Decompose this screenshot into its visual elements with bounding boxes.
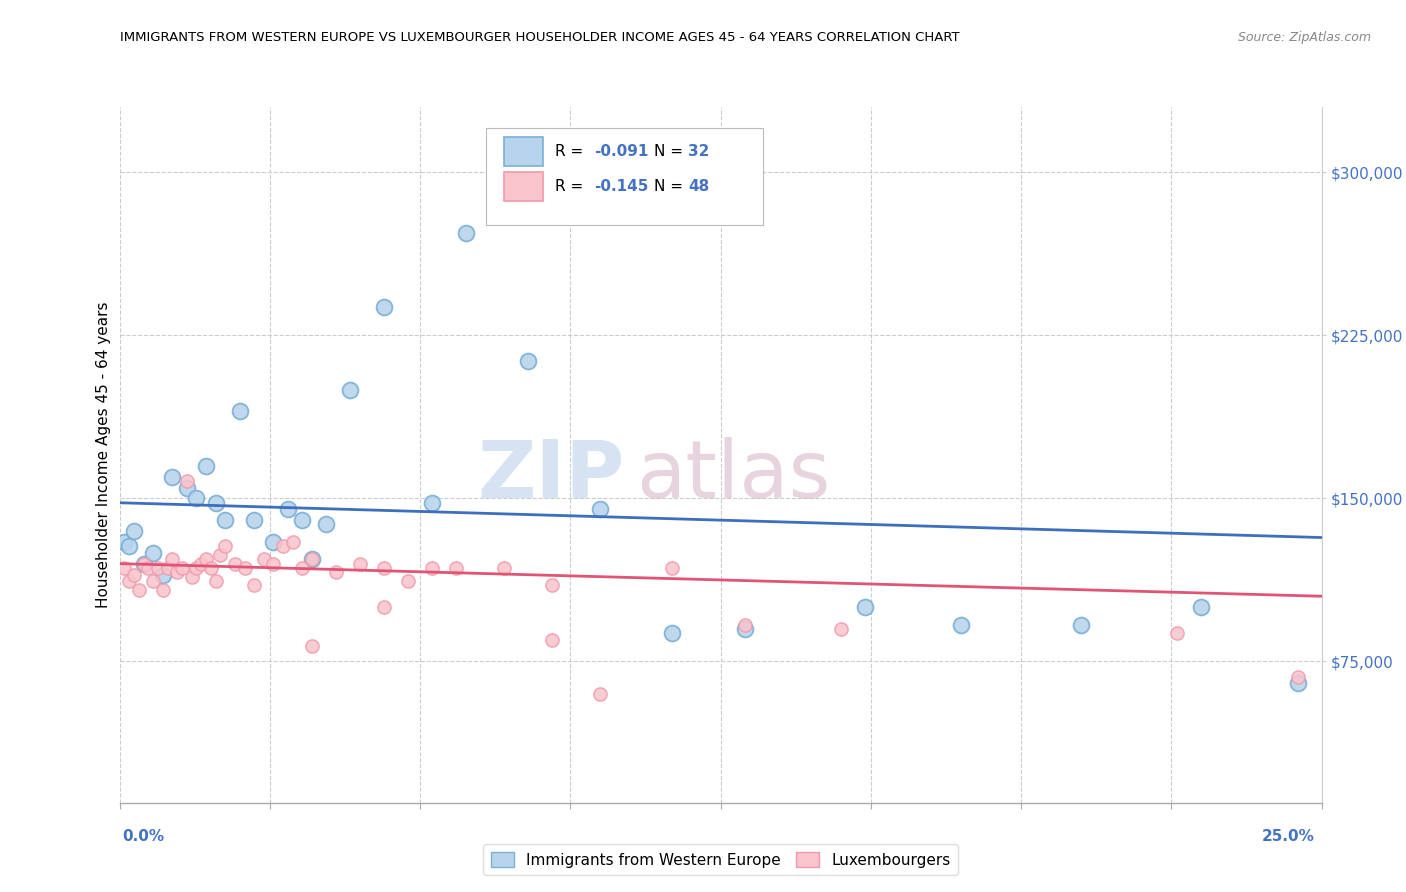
- Point: [830, 622, 852, 636]
- Point: [1189, 600, 1212, 615]
- Point: [517, 354, 540, 368]
- Text: N =: N =: [654, 145, 689, 159]
- Point: [291, 513, 314, 527]
- Point: [224, 557, 246, 571]
- Point: [373, 600, 395, 615]
- Point: [186, 561, 208, 575]
- Point: [301, 552, 323, 566]
- Text: N =: N =: [654, 179, 689, 194]
- Point: [301, 552, 323, 566]
- Point: [949, 617, 972, 632]
- Point: [494, 561, 516, 575]
- Point: [214, 513, 236, 527]
- Point: [156, 561, 179, 575]
- Point: [291, 561, 314, 575]
- Point: [243, 513, 266, 527]
- Point: [277, 502, 299, 516]
- Point: [152, 582, 174, 597]
- Text: -0.145: -0.145: [595, 179, 648, 194]
- Point: [200, 561, 222, 575]
- Text: R =: R =: [555, 145, 588, 159]
- Point: [373, 300, 395, 314]
- Point: [1286, 676, 1309, 690]
- Text: 0.0%: 0.0%: [122, 830, 165, 844]
- Point: [170, 561, 193, 575]
- Point: [209, 548, 232, 562]
- Point: [214, 539, 236, 553]
- Point: [180, 570, 202, 584]
- Point: [204, 574, 226, 588]
- Point: [142, 546, 165, 560]
- Point: [132, 557, 155, 571]
- Point: [589, 502, 612, 516]
- Point: [122, 524, 145, 538]
- Point: [589, 687, 612, 701]
- Point: [1286, 670, 1309, 684]
- Point: [373, 561, 395, 575]
- Point: [162, 552, 184, 566]
- Point: [190, 557, 212, 571]
- Point: [118, 539, 141, 553]
- Point: [420, 561, 443, 575]
- FancyBboxPatch shape: [505, 172, 543, 201]
- Point: [204, 496, 226, 510]
- Point: [661, 626, 683, 640]
- Point: [195, 552, 218, 566]
- Point: [262, 557, 284, 571]
- Point: [1166, 626, 1188, 640]
- Point: [541, 578, 564, 592]
- Point: [339, 383, 361, 397]
- Text: 25.0%: 25.0%: [1261, 830, 1315, 844]
- Point: [138, 561, 160, 575]
- Legend: Immigrants from Western Europe, Luxembourgers: Immigrants from Western Europe, Luxembou…: [484, 844, 957, 875]
- Point: [146, 561, 169, 575]
- Point: [228, 404, 252, 418]
- Point: [186, 491, 208, 506]
- Point: [325, 566, 347, 580]
- Point: [253, 552, 276, 566]
- Point: [271, 539, 294, 553]
- Point: [142, 574, 165, 588]
- Point: [195, 458, 218, 473]
- Point: [118, 574, 141, 588]
- Point: [661, 561, 683, 575]
- Point: [176, 481, 198, 495]
- Text: IMMIGRANTS FROM WESTERN EUROPE VS LUXEMBOURGER HOUSEHOLDER INCOME AGES 45 - 64 Y: IMMIGRANTS FROM WESTERN EUROPE VS LUXEMB…: [120, 31, 959, 45]
- Y-axis label: Householder Income Ages 45 - 64 years: Householder Income Ages 45 - 64 years: [96, 301, 111, 608]
- Point: [420, 496, 443, 510]
- Point: [112, 534, 135, 549]
- Text: 32: 32: [688, 145, 710, 159]
- Point: [1070, 617, 1092, 632]
- Point: [734, 617, 756, 632]
- Text: -0.091: -0.091: [595, 145, 648, 159]
- Point: [444, 561, 467, 575]
- Point: [349, 557, 371, 571]
- Point: [315, 517, 337, 532]
- Point: [166, 566, 188, 580]
- Text: ZIP: ZIP: [477, 437, 624, 515]
- Point: [122, 567, 145, 582]
- Point: [396, 574, 419, 588]
- Point: [152, 567, 174, 582]
- Point: [243, 578, 266, 592]
- Point: [734, 622, 756, 636]
- Point: [454, 226, 477, 240]
- Text: atlas: atlas: [637, 437, 831, 515]
- Text: R =: R =: [555, 179, 588, 194]
- FancyBboxPatch shape: [505, 137, 543, 166]
- Point: [112, 561, 135, 575]
- Point: [262, 534, 284, 549]
- Point: [162, 469, 184, 483]
- Point: [233, 561, 256, 575]
- Point: [176, 474, 198, 488]
- Point: [128, 582, 150, 597]
- Point: [281, 534, 304, 549]
- Point: [301, 639, 323, 653]
- Text: 48: 48: [688, 179, 710, 194]
- Point: [541, 632, 564, 647]
- FancyBboxPatch shape: [486, 128, 762, 226]
- Point: [853, 600, 876, 615]
- Point: [132, 557, 155, 571]
- Text: Source: ZipAtlas.com: Source: ZipAtlas.com: [1237, 31, 1371, 45]
